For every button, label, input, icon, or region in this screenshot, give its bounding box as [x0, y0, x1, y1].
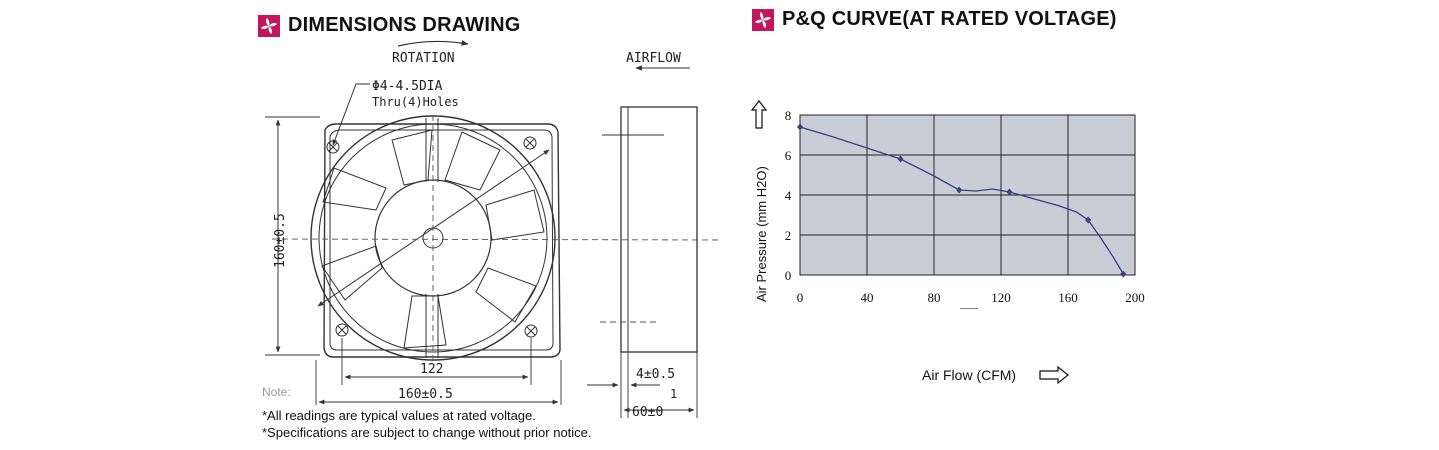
note-1: *All readings are typical values at rate… [262, 408, 536, 423]
data-point [1085, 216, 1092, 224]
airflow-label: AIRFLOW [626, 51, 681, 66]
flange-dimension: 4±0.5 [636, 367, 675, 382]
height-dimension: 160±0.5 [273, 213, 288, 268]
depth-dimension: 60±0 [632, 405, 663, 420]
pq-curve-markers [797, 123, 1127, 278]
dimensions-heading: DIMENSIONS DRAWING [258, 14, 521, 37]
y-tick-labels: 0 2 4 6 8 [785, 108, 792, 283]
note-label: Note: [262, 385, 291, 399]
hole-spacing-dimension: 122 [420, 362, 443, 377]
plot-area [799, 114, 1136, 276]
data-point [1120, 270, 1127, 278]
x-tick-label: 40 [861, 290, 874, 305]
stray-mark: ___ [959, 296, 979, 310]
x-tick-label: 0 [797, 290, 804, 305]
pq-curve-line [799, 126, 1124, 275]
data-point [1006, 188, 1013, 196]
note-2: *Specifications are subject to change wi… [262, 425, 592, 440]
dimensions-title: DIMENSIONS DRAWING [288, 14, 521, 36]
x-tick-label: 160 [1058, 290, 1078, 305]
rotation-label: ROTATION [392, 51, 455, 66]
fan-logo-icon [258, 14, 280, 37]
fan-front-view [271, 115, 721, 365]
fan-side-view: AIRFLOW 4±0.5 1 60±0 [587, 51, 698, 420]
y-tick-label: 0 [785, 268, 792, 283]
y-axis-arrow-icon [750, 100, 768, 129]
y-tick-label: 8 [785, 108, 792, 123]
x-axis-label: Air Flow (CFM) [922, 367, 1016, 383]
y-tick-label: 4 [785, 188, 792, 203]
data-point [956, 186, 963, 194]
x-tick-label: 200 [1125, 290, 1145, 305]
pq-heading: P&Q CURVE(AT RATED VOLTAGE) [752, 8, 1117, 31]
x-tick-labels: 0 40 80 120 160 200 [797, 290, 1145, 305]
hole-spec-line1: Φ4-4.5DIA [372, 79, 443, 94]
fan-logo-icon [752, 8, 774, 31]
x-tick-label: 80 [928, 290, 941, 305]
hole-leader [332, 83, 370, 146]
plot-grid [799, 114, 1136, 276]
x-axis-arrow-icon [1039, 365, 1069, 385]
width-dimension: 160±0.5 [398, 387, 453, 402]
data-point [897, 155, 904, 163]
pq-title: P&Q CURVE(AT RATED VOLTAGE) [782, 8, 1117, 30]
y-tick-label: 2 [785, 228, 792, 243]
rotation-arrow [397, 40, 469, 47]
data-point [797, 123, 803, 131]
x-tick-label: 120 [991, 290, 1011, 305]
depth-dimension-top: 1 [670, 387, 677, 401]
y-tick-label: 6 [785, 148, 792, 163]
y-axis-label: Air Pressure (mm H2O) [754, 166, 769, 302]
hole-spec-line2: Thru(4)Holes [372, 95, 459, 109]
